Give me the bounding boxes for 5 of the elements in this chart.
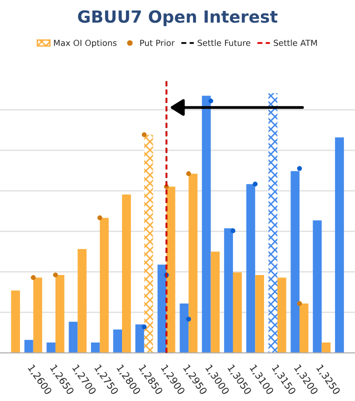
legend-label: Settle ATM — [274, 40, 317, 46]
legend-label: Settle Future — [198, 40, 250, 46]
chart-title: GBUU7 Open Interest — [78, 10, 278, 26]
legend-label: Max OI Options — [54, 40, 117, 48]
legend-label: Put Prior — [140, 40, 175, 46]
